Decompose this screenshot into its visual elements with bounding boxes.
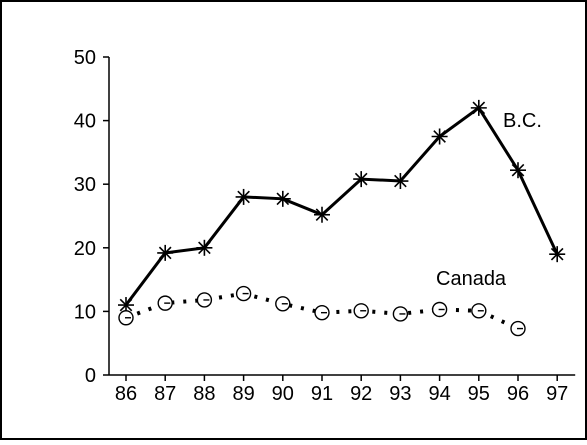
x-tick-label: 97 [546,383,568,405]
data-point-canada [431,301,448,318]
x-tick-label: 87 [154,383,176,405]
data-point-canada [510,320,526,337]
data-point-canada [118,310,134,326]
series-layer [118,99,566,337]
series-line-b-c [124,105,559,306]
x-tick-label: 94 [428,383,450,405]
x-tick-label: 91 [311,383,333,405]
data-point-b-c [549,246,566,263]
data-point-canada [353,303,369,319]
data-point-b-c [235,188,252,205]
data-point-b-c [314,206,330,223]
x-tick-label: 88 [193,383,215,405]
x-tick-label: 93 [389,383,411,405]
x-tick-label: 89 [232,383,254,405]
data-point-b-c [510,162,526,179]
x-tick-label: 86 [115,383,137,405]
x-tick-label: 95 [468,383,490,405]
data-point-b-c [392,173,409,190]
y-tick-label: 40 [74,111,96,133]
y-tick-label: 10 [74,301,96,323]
data-point-b-c [470,99,487,116]
y-tick-label: 50 [74,47,96,69]
data-point-b-c [157,244,174,261]
data-point-b-c [196,239,213,256]
x-tick-label: 90 [272,383,294,405]
y-tick-label: 0 [85,365,96,387]
data-point-canada [157,295,173,311]
data-point-b-c [353,171,370,188]
y-tick-label: 20 [74,238,96,260]
data-point-canada [235,285,252,302]
data-point-canada [196,292,213,308]
labels-layer: B.C. Canada [436,110,542,290]
series-label-canada: Canada [436,268,507,290]
axes: 0 10 20 30 40 50 86 87 88 89 90 91 92 93 94 95 96 97 [74,47,576,405]
data-point-canada [314,304,330,321]
x-tick-label: 96 [507,383,529,405]
data-point-b-c [274,190,291,207]
data-point-canada [471,303,487,319]
data-point-canada [275,296,291,312]
series-label-bc: B.C. [503,110,542,132]
data-point-b-c [431,128,448,145]
x-tick-label: 92 [350,383,372,405]
data-point-canada [392,306,409,322]
y-tick-label: 30 [74,174,96,196]
